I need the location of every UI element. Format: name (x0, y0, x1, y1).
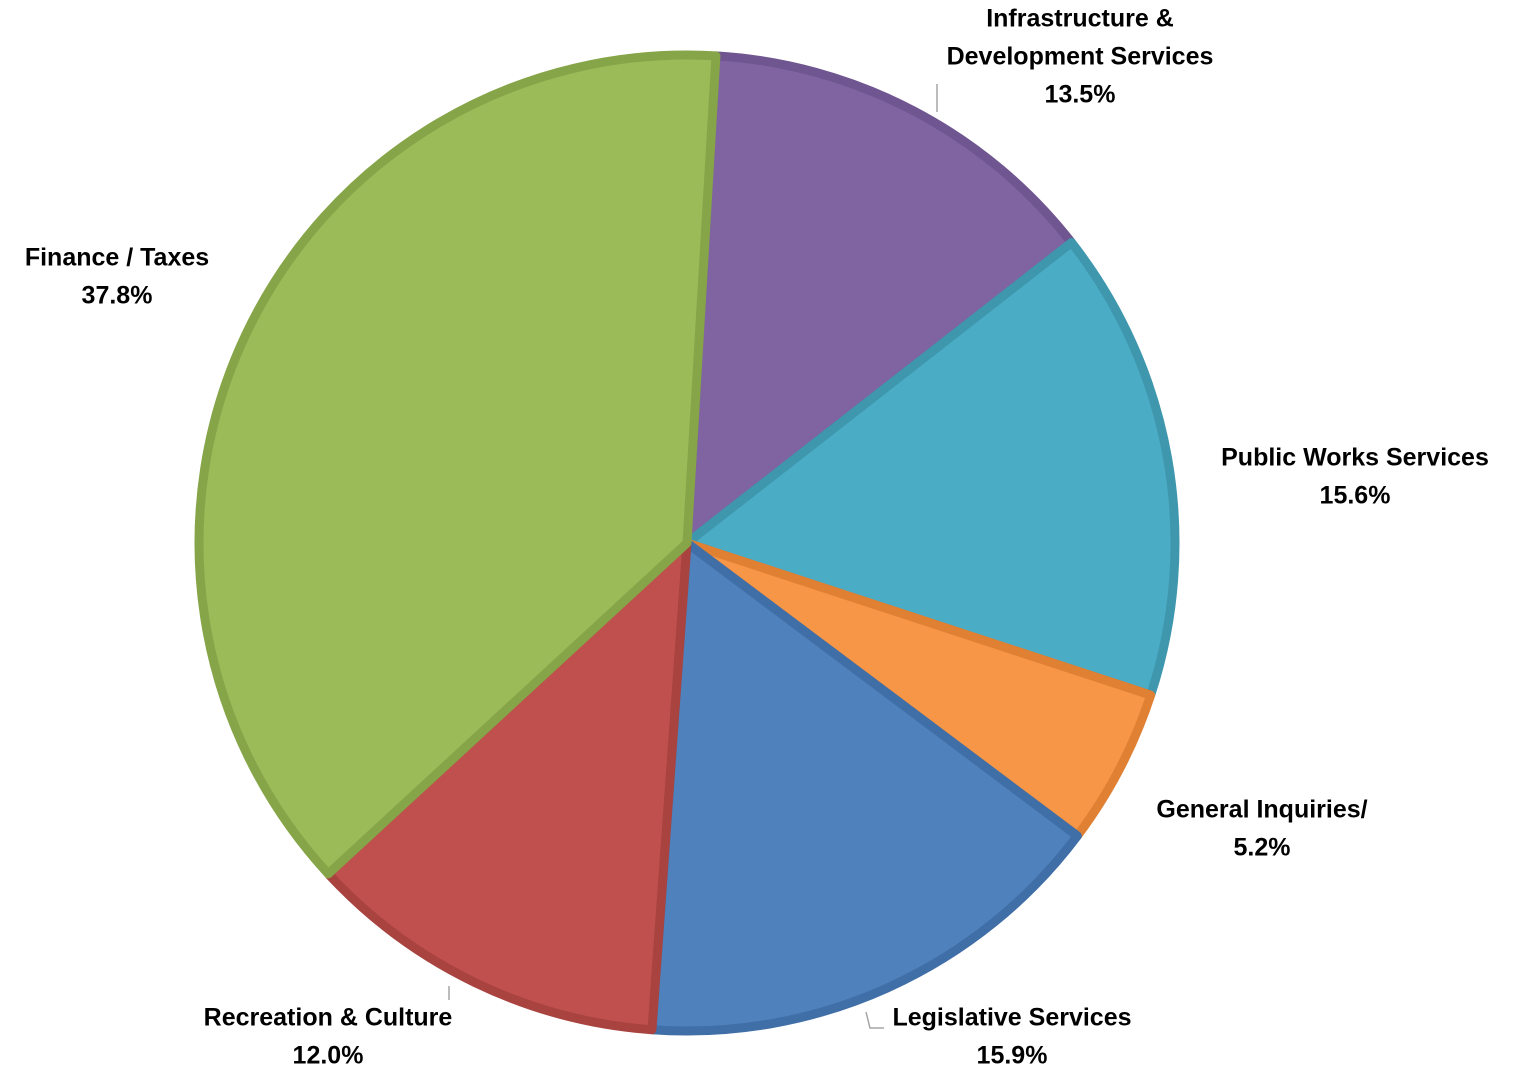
slice-percent-label: 15.9% (977, 1042, 1048, 1070)
pie-slice-4 (323, 538, 692, 1035)
data-label-2: General Inquiries/5.2% (1156, 796, 1367, 862)
slices-layer (194, 50, 1180, 1036)
slice-percent-label: 37.8% (82, 282, 153, 310)
slice-category-label: Public Works Services (1221, 444, 1489, 472)
leader-lines-layer (448, 84, 938, 1029)
data-label-1: Public Works Services 15.6% (1221, 444, 1489, 510)
pie-slice-3 (647, 538, 1082, 1036)
slice-category-label: Recreation & Culture (204, 1004, 453, 1032)
pie-slice-0 (682, 51, 1077, 548)
slice-percent-label: 5.2% (1234, 834, 1291, 862)
slice-category-label: Infrastructure & (986, 5, 1174, 33)
slice-category-label: General Inquiries/ (1156, 796, 1367, 824)
pie-slice-5 (194, 50, 721, 879)
data-label-4: Recreation & Culture 12.0% (204, 1004, 453, 1070)
data-label-3: Legislative Services 15.9% (892, 1004, 1131, 1070)
slice-percent-label: 15.6% (1320, 482, 1391, 510)
leader-line-3 (865, 1011, 884, 1029)
labels-layer: Infrastructure & Development Services 13.5… (25, 5, 1489, 1070)
slice-percent-label: 12.0% (293, 1042, 364, 1070)
slice-category-label: Development Services (947, 43, 1214, 71)
data-label-0: Infrastructure & Development Services 13.5… (947, 5, 1214, 109)
slice-category-label: Finance / Taxes (25, 244, 209, 272)
slice-percent-label: 13.5% (1045, 81, 1116, 109)
data-label-5: Finance / Taxes 37.8% (25, 244, 209, 310)
slice-category-label: Legislative Services (892, 1004, 1131, 1032)
